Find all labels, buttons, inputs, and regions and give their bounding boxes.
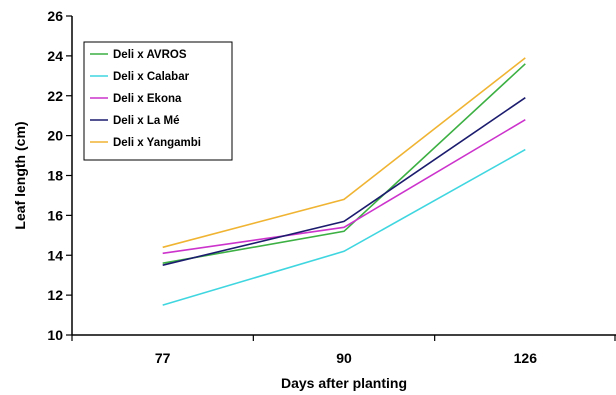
x-tick-label: 90 — [336, 350, 352, 366]
legend-label: Deli x La Mé — [113, 115, 179, 127]
series-lines — [162, 57, 526, 306]
y-tick-label: 16 — [47, 207, 63, 223]
y-tick-label: 22 — [47, 88, 63, 104]
series-line-3 — [162, 119, 526, 255]
series-line-2 — [162, 148, 526, 306]
x-tick-label: 126 — [514, 350, 538, 366]
y-tick-label: 18 — [47, 168, 63, 184]
y-tick-label: 26 — [47, 8, 63, 24]
legend-label: Deli x Ekona — [113, 93, 182, 105]
series-line-4 — [162, 97, 526, 266]
legend-box — [83, 41, 233, 161]
legend: Deli x AVROS Deli x Calabar Deli x Ekona De… — [83, 41, 233, 161]
y-tick-label: 20 — [47, 128, 63, 144]
y-tick-label: 12 — [47, 287, 63, 303]
y-tick-label: 14 — [47, 247, 63, 263]
series-line-1 — [162, 63, 526, 264]
x-axis: 77 90 126 — [71, 334, 616, 366]
x-tick-label: 77 — [155, 350, 171, 366]
legend-label: Deli x Yangambi — [113, 137, 201, 149]
y-tick-label: 24 — [47, 48, 63, 64]
y-tick-label: 10 — [47, 327, 63, 343]
legend-label: Deli x Calabar — [113, 71, 190, 83]
y-axis: 10 12 14 16 18 20 22 24 26 — [47, 8, 73, 343]
series-line-5 — [162, 57, 526, 249]
x-axis-title: Days after planting — [281, 375, 407, 391]
legend-label: Deli x AVROS — [113, 49, 187, 61]
y-axis-title: Leaf length (cm) — [12, 121, 28, 229]
